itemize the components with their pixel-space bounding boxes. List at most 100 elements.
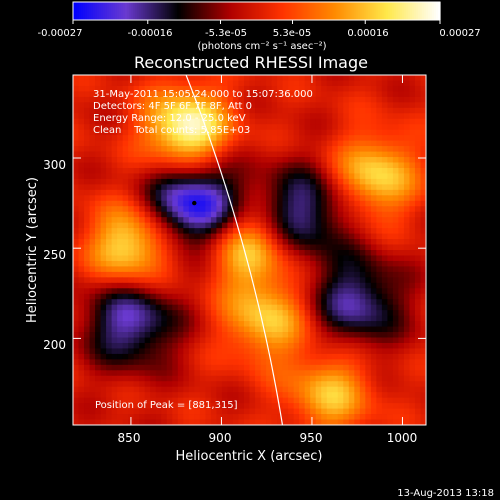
colorbar-cell bbox=[386, 2, 389, 20]
colorbar-cell bbox=[212, 2, 216, 20]
heatmap-pixel bbox=[150, 239, 157, 245]
heatmap-pixel bbox=[238, 107, 245, 114]
colorbar-cell bbox=[394, 2, 397, 20]
heatmap-pixel bbox=[315, 228, 322, 234]
heatmap-pixel bbox=[420, 129, 426, 136]
heatmap-pixel bbox=[337, 282, 344, 289]
heatmap-pixel bbox=[343, 173, 350, 180]
heatmap-pixel bbox=[221, 370, 228, 377]
heatmap-pixel bbox=[210, 189, 217, 196]
heatmap-pixel bbox=[78, 217, 85, 224]
heatmap-pixel bbox=[106, 364, 113, 371]
heatmap-pixel bbox=[95, 293, 101, 300]
heatmap-pixel bbox=[343, 217, 350, 224]
heatmap-pixel bbox=[128, 129, 135, 136]
heatmap-pixel bbox=[205, 250, 212, 256]
heatmap-pixel bbox=[144, 157, 151, 163]
heatmap-pixel bbox=[183, 211, 190, 218]
heatmap-pixel bbox=[117, 162, 124, 169]
heatmap-pixel bbox=[304, 222, 311, 229]
heatmap-pixel bbox=[84, 419, 90, 425]
heatmap-pixel bbox=[89, 397, 96, 404]
heatmap-pixel bbox=[139, 146, 146, 152]
heatmap-pixel bbox=[144, 321, 151, 327]
heatmap-pixel bbox=[227, 162, 234, 169]
heatmap-pixel bbox=[221, 239, 228, 245]
heatmap-pixel bbox=[337, 414, 344, 420]
heatmap-pixel bbox=[337, 135, 344, 142]
heatmap-pixel bbox=[370, 299, 377, 306]
heatmap-pixel bbox=[337, 178, 344, 185]
heatmap-pixel bbox=[144, 233, 151, 240]
heatmap-pixel bbox=[73, 353, 79, 360]
heatmap-pixel bbox=[243, 370, 250, 377]
heatmap-pixel bbox=[315, 397, 322, 404]
heatmap-pixel bbox=[128, 140, 135, 147]
heatmap-pixel bbox=[73, 151, 79, 158]
heatmap-pixel bbox=[321, 184, 328, 191]
heatmap-pixel bbox=[117, 228, 124, 234]
heatmap-pixel bbox=[414, 348, 421, 355]
heatmap-pixel bbox=[227, 353, 234, 360]
heatmap-pixel bbox=[392, 271, 399, 278]
heatmap-pixel bbox=[392, 299, 399, 306]
heatmap-pixel bbox=[78, 282, 85, 289]
heatmap-pixel bbox=[172, 332, 179, 338]
heatmap-pixel bbox=[403, 244, 410, 251]
colorbar-tick-label: 0.00027 bbox=[439, 28, 480, 39]
heatmap-pixel bbox=[188, 80, 195, 87]
heatmap-pixel bbox=[321, 304, 328, 311]
heatmap-pixel bbox=[111, 332, 118, 338]
heatmap-pixel bbox=[304, 304, 311, 311]
heatmap-pixel bbox=[155, 304, 162, 311]
heatmap-pixel bbox=[337, 91, 344, 98]
heatmap-pixel bbox=[359, 337, 366, 344]
heatmap-pixel bbox=[84, 157, 90, 163]
heatmap-pixel bbox=[199, 195, 206, 202]
heatmap-pixel bbox=[387, 392, 394, 399]
heatmap-pixel bbox=[166, 96, 173, 103]
heatmap-pixel bbox=[398, 200, 405, 207]
heatmap-pixel bbox=[139, 266, 146, 273]
heatmap-pixel bbox=[381, 80, 388, 87]
heatmap-pixel bbox=[420, 135, 426, 142]
heatmap-pixel bbox=[172, 102, 179, 109]
heatmap-pixel bbox=[122, 375, 129, 382]
heatmap-pixel bbox=[144, 140, 151, 147]
heatmap-pixel bbox=[227, 332, 234, 338]
heatmap-pixel bbox=[216, 217, 223, 224]
colorbar-cell bbox=[340, 2, 343, 20]
heatmap-pixel bbox=[359, 195, 366, 202]
heatmap-pixel bbox=[205, 282, 212, 289]
heatmap-pixel bbox=[365, 102, 372, 109]
heatmap-pixel bbox=[221, 140, 228, 147]
heatmap-pixel bbox=[221, 321, 228, 327]
heatmap-pixel bbox=[238, 386, 245, 393]
heatmap-pixel bbox=[243, 129, 250, 136]
heatmap-pixel bbox=[128, 157, 135, 163]
colorbar-cell bbox=[202, 2, 206, 20]
heatmap-pixel bbox=[266, 173, 272, 180]
heatmap-pixel bbox=[255, 146, 261, 152]
heatmap-pixel bbox=[144, 310, 151, 317]
heatmap-pixel bbox=[293, 200, 300, 207]
x-axis-ticks bbox=[130, 75, 403, 425]
heatmap-pixel bbox=[420, 228, 426, 234]
heatmap-pixel bbox=[376, 375, 383, 382]
heatmap-pixel bbox=[205, 222, 212, 229]
colorbar-cell bbox=[73, 2, 76, 20]
heatmap-pixel bbox=[354, 386, 361, 393]
heatmap-pixel bbox=[271, 146, 278, 152]
heatmap-pixel bbox=[288, 342, 295, 349]
heatmap-pixel bbox=[420, 299, 426, 306]
heatmap-pixel bbox=[128, 167, 135, 174]
heatmap-pixel bbox=[128, 392, 135, 399]
heatmap-pixel bbox=[133, 342, 140, 349]
heatmap-pixel bbox=[84, 113, 90, 120]
heatmap-pixel bbox=[332, 129, 339, 136]
heatmap-pixel bbox=[365, 113, 372, 120]
heatmap-pixel bbox=[326, 195, 333, 202]
heatmap-pixel bbox=[381, 124, 388, 131]
heatmap-pixel bbox=[161, 326, 168, 333]
